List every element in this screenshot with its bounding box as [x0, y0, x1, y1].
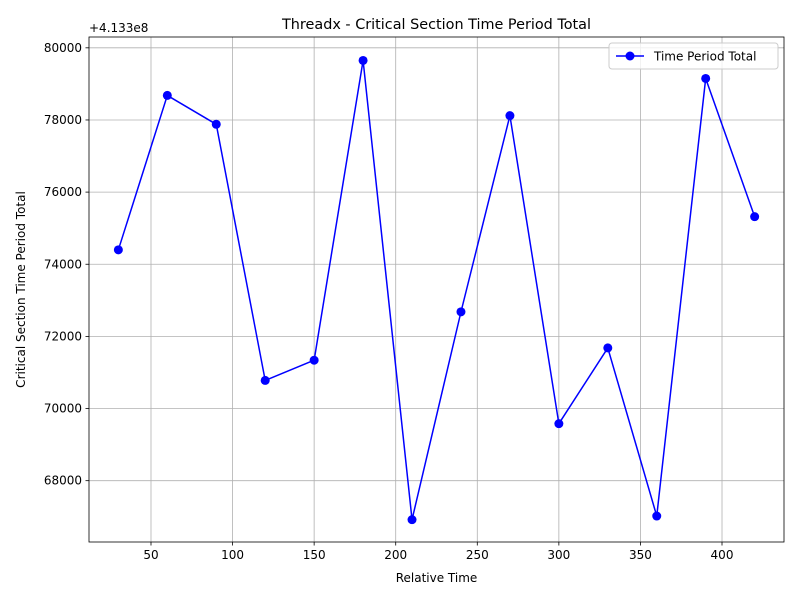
data-point — [701, 73, 711, 83]
axes-frame — [88, 36, 785, 543]
y-axis-offset-label: +4.133e8 — [89, 21, 148, 35]
x-tick-label: 250 — [466, 548, 489, 562]
x-tick-label: 350 — [629, 548, 652, 562]
y-tick-label: 70000 — [44, 402, 82, 416]
y-tick-label: 72000 — [44, 329, 82, 343]
chart-title: Threadx - Critical Section Time Period T… — [281, 17, 591, 33]
y-tick-label: 80000 — [44, 41, 82, 55]
data-point — [505, 111, 515, 121]
data-point — [750, 212, 760, 222]
x-tick-label: 100 — [221, 548, 244, 562]
series-layer — [113, 55, 760, 525]
x-tick-label: 50 — [143, 548, 158, 562]
data-point — [603, 343, 613, 353]
data-point — [211, 119, 221, 129]
legend-frame — [608, 42, 779, 70]
x-axis: 50 100 150 200 250 300 350 400 — [143, 542, 733, 562]
x-tick-label: 300 — [547, 548, 570, 562]
x-tick-label: 150 — [303, 548, 326, 562]
x-tick-label: 200 — [384, 548, 407, 562]
x-tick-label: 400 — [711, 548, 734, 562]
y-tick-label: 74000 — [44, 257, 82, 271]
data-point — [113, 245, 123, 255]
x-axis-label: Relative Time — [396, 571, 478, 585]
y-axis-label: Critical Section Time Period Total — [14, 191, 28, 388]
y-axis: 68000 70000 72000 74000 76000 78000 80000 — [44, 41, 89, 488]
data-point — [162, 90, 172, 100]
y-tick-label: 76000 — [44, 185, 82, 199]
legend: Time Period Total — [608, 42, 779, 70]
data-point — [456, 307, 466, 317]
data-point — [309, 355, 319, 365]
y-tick-label: 68000 — [44, 474, 82, 488]
data-point — [260, 375, 270, 385]
data-point — [407, 515, 417, 525]
legend-marker-swatch — [625, 51, 635, 61]
y-tick-label: 78000 — [44, 113, 82, 127]
series-line — [117, 59, 756, 521]
plot-area — [89, 37, 784, 542]
data-point — [554, 419, 564, 429]
data-point — [358, 55, 368, 65]
data-point — [652, 511, 662, 521]
legend-series-label: Time Period Total — [653, 50, 756, 64]
